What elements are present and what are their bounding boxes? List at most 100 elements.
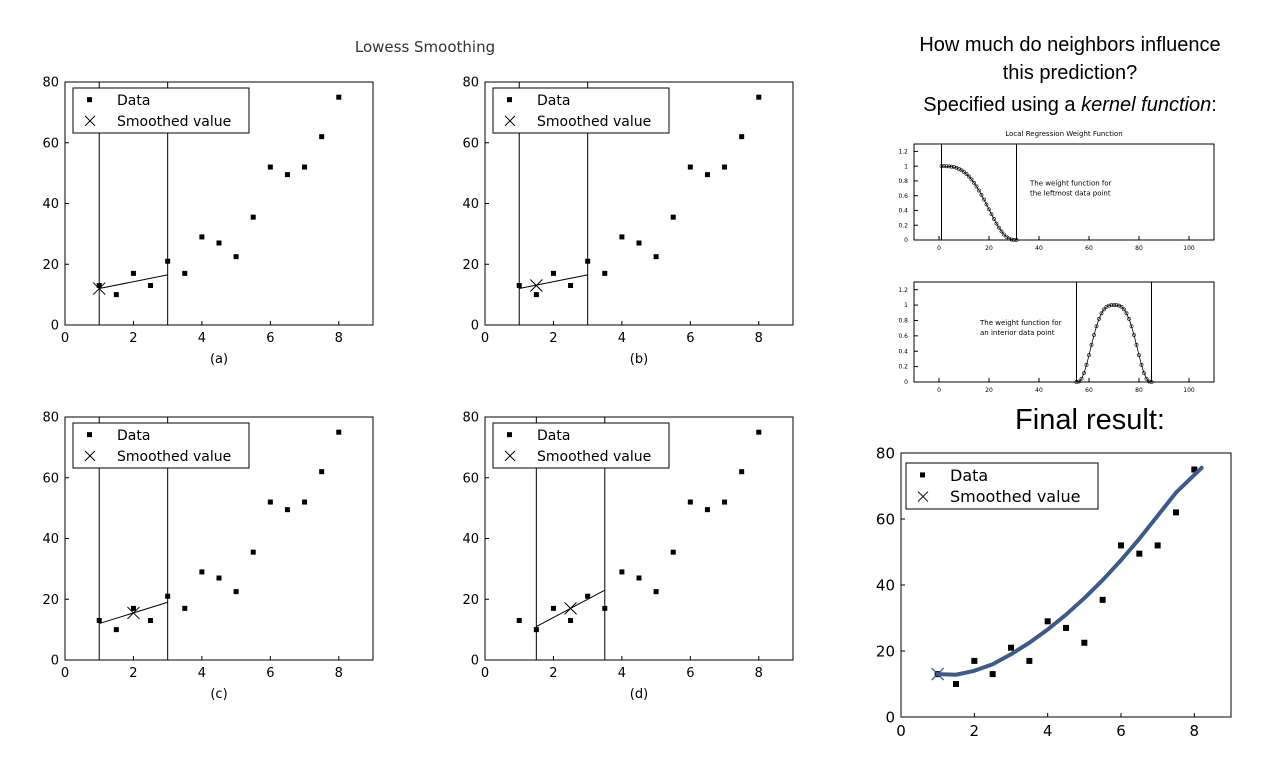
legend-data-label: Data [950,466,988,485]
weight-sample [942,164,946,169]
y-tick-label: 40 [42,532,59,547]
legend-data-label: Data [117,428,150,444]
weight-sample [994,221,999,226]
smoothed-marker [84,450,96,462]
y-tick-label: 40 [462,197,479,212]
data-point [602,605,608,611]
x-tick-label: 4 [198,331,206,346]
weight-sample [1102,307,1106,312]
data-point [216,575,222,581]
weight-sample [1009,237,1014,242]
weight-sample [1079,376,1084,381]
y-tick-label: 20 [42,593,59,608]
data-point [1008,644,1014,651]
y-tick-label: 80 [462,411,479,426]
legend-box [905,462,1099,510]
x-tick-label: 2 [549,331,557,346]
y-tick-label: 0.6 [898,333,908,340]
data-point [284,507,290,513]
x-tick-label: 4 [198,666,206,681]
x-tick-label: 0 [937,387,941,394]
y-tick-label: 0 [51,654,59,669]
weight-sample [959,168,964,173]
weight-sample [1089,343,1094,347]
data-point [704,172,710,178]
figure-title: Lowess Smoothing [354,38,496,56]
data-point [516,283,522,289]
data-point [284,172,290,178]
weight-sample [1087,353,1091,358]
x-tick-label: 6 [686,666,694,681]
weight-sample [964,172,969,176]
weight-sample [1129,324,1134,329]
weight-sample [1122,307,1126,312]
data-point [319,134,325,140]
legend-box [72,87,250,134]
legend-data-marker [87,432,92,438]
kernel-line: Specified using a kernel function: [860,94,1280,117]
y-tick-label: 0 [471,319,479,334]
smoothed-marker [917,491,929,502]
x-tick-label: 60 [1085,387,1093,394]
y-tick-label: 60 [42,136,59,151]
weight-sample [1099,311,1104,316]
weight-sample [1107,303,1111,308]
data-point [130,605,136,611]
weight-sample [1097,317,1101,321]
data-point [1044,618,1051,625]
x-tick-label: 2 [129,666,137,681]
weight-sample [1077,379,1081,384]
data-point [1026,657,1033,664]
y-tick-label: 0.8 [898,178,908,185]
y-tick-label: 60 [462,471,479,486]
y-tick-label: 1 [904,163,908,170]
weight-sample [972,180,976,185]
y-tick-label: 1 [904,302,908,309]
final-result-title: Final result: [1015,404,1165,436]
data-point [953,681,959,687]
data-point [619,234,625,240]
y-tick-label: 40 [462,532,479,547]
weight-sample [952,165,956,170]
weight-sample [1074,380,1079,384]
data-point [722,499,728,505]
weight-sample [1082,371,1086,375]
weight-sample [979,193,984,197]
data-point [267,499,273,505]
x-tick-label: 0 [481,331,489,346]
panel-caption: (d) [630,687,648,702]
legend-data-label: Data [537,93,570,109]
weight-sample [992,217,996,221]
weight-sample [989,212,994,217]
y-tick-label: 40 [42,197,59,212]
y-tick-label: 80 [42,76,59,91]
y-tick-label: 80 [462,76,479,91]
y-tick-label: 20 [462,593,479,608]
weight-sample [1149,380,1154,384]
weight-sample [1002,232,1006,237]
weight-sample [1147,379,1151,384]
data-point [619,569,625,575]
kernel-prefix: Specified using a [923,94,1082,116]
weight-sample [969,177,974,182]
smoothed-marker [92,282,106,295]
weight-sample [1114,303,1119,308]
data-point [550,270,556,276]
weight-sample [1144,376,1149,381]
data-point [165,258,171,264]
smoothed-marker [564,602,577,615]
weight-sample [1139,363,1144,367]
data-point [250,214,256,220]
data-point [1154,542,1161,549]
legend-box [492,422,670,469]
data-point [148,618,154,624]
weight-sample [1137,353,1141,358]
legend-box [492,87,670,134]
y-tick-label: 20 [42,258,59,273]
y-tick-label: 80 [42,411,59,426]
smoothed-marker [127,606,140,620]
legend-data-label: Data [537,428,570,444]
x-tick-label: 8 [1190,722,1200,740]
